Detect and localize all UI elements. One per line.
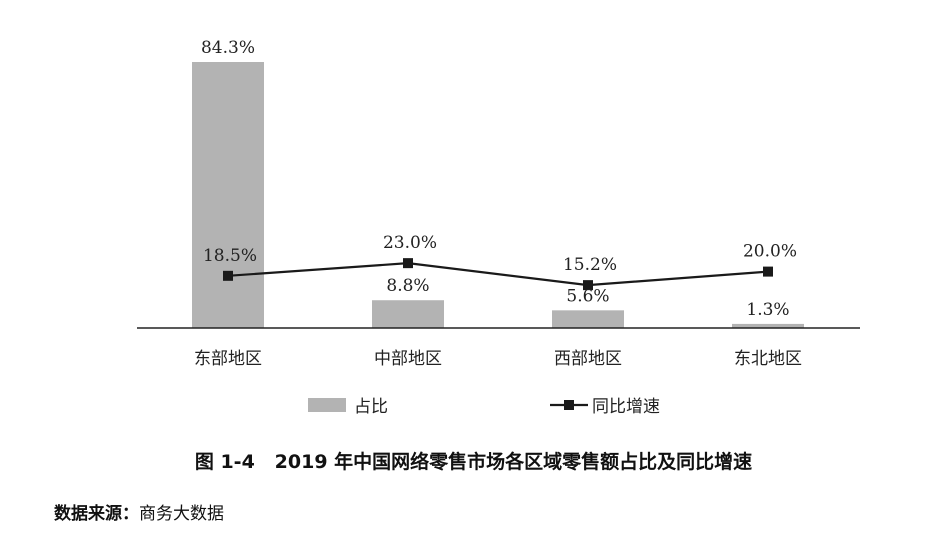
figure-title: 2019 年中国网络零售市场各区域零售额占比及同比增速 <box>274 451 753 473</box>
legend-bar-label: 占比 <box>354 397 388 417</box>
bar-4 <box>732 323 804 328</box>
growth-value-label: 15.2% <box>563 255 617 275</box>
bars-layer <box>192 62 804 328</box>
growth-value-label: 20.0% <box>743 242 797 262</box>
bar-1 <box>192 62 264 328</box>
bar-value-label: 84.3% <box>201 38 255 58</box>
legend: 占比 同比增速 <box>308 397 660 417</box>
x-tick-label: 西部地区 <box>554 349 622 369</box>
x-tick-label: 东部地区 <box>194 349 262 369</box>
data-source: 数据来源：商务大数据 <box>54 499 224 524</box>
line-layer <box>223 258 773 291</box>
growth-marker <box>763 266 773 277</box>
legend-line-marker <box>564 400 574 410</box>
growth-value-label: 23.0% <box>383 233 437 253</box>
growth-marker <box>223 270 233 281</box>
figure-caption: 图 1-4 2019 年中国网络零售市场各区域零售额占比及同比增速 <box>0 447 947 474</box>
bar-2 <box>372 300 444 328</box>
bar-3 <box>552 310 624 328</box>
legend-line-label: 同比增速 <box>592 397 660 417</box>
x-tick-label: 中部地区 <box>374 349 442 369</box>
chart: 84.3% 8.8% 5.6% 1.3% 18.5% 23.0% 15.2% 20.0% 东部地… <box>137 38 860 417</box>
data-source-label: 数据来源： <box>54 504 139 524</box>
legend-bar-swatch <box>308 398 346 412</box>
data-source-text: 商务大数据 <box>139 504 224 524</box>
x-tick-label: 东北地区 <box>734 349 802 369</box>
bar-value-label: 8.8% <box>386 276 429 296</box>
growth-line <box>227 262 769 287</box>
figure-number: 图 1-4 <box>194 451 255 473</box>
growth-value-label: 18.5% <box>203 246 257 266</box>
growth-marker <box>403 258 413 269</box>
bar-value-label: 1.3% <box>746 300 789 320</box>
labels-layer: 84.3% 8.8% 5.6% 1.3% 18.5% 23.0% 15.2% 20.0% 东部地… <box>194 38 802 369</box>
bar-value-label: 5.6% <box>566 286 609 306</box>
growth-marker <box>583 280 593 291</box>
